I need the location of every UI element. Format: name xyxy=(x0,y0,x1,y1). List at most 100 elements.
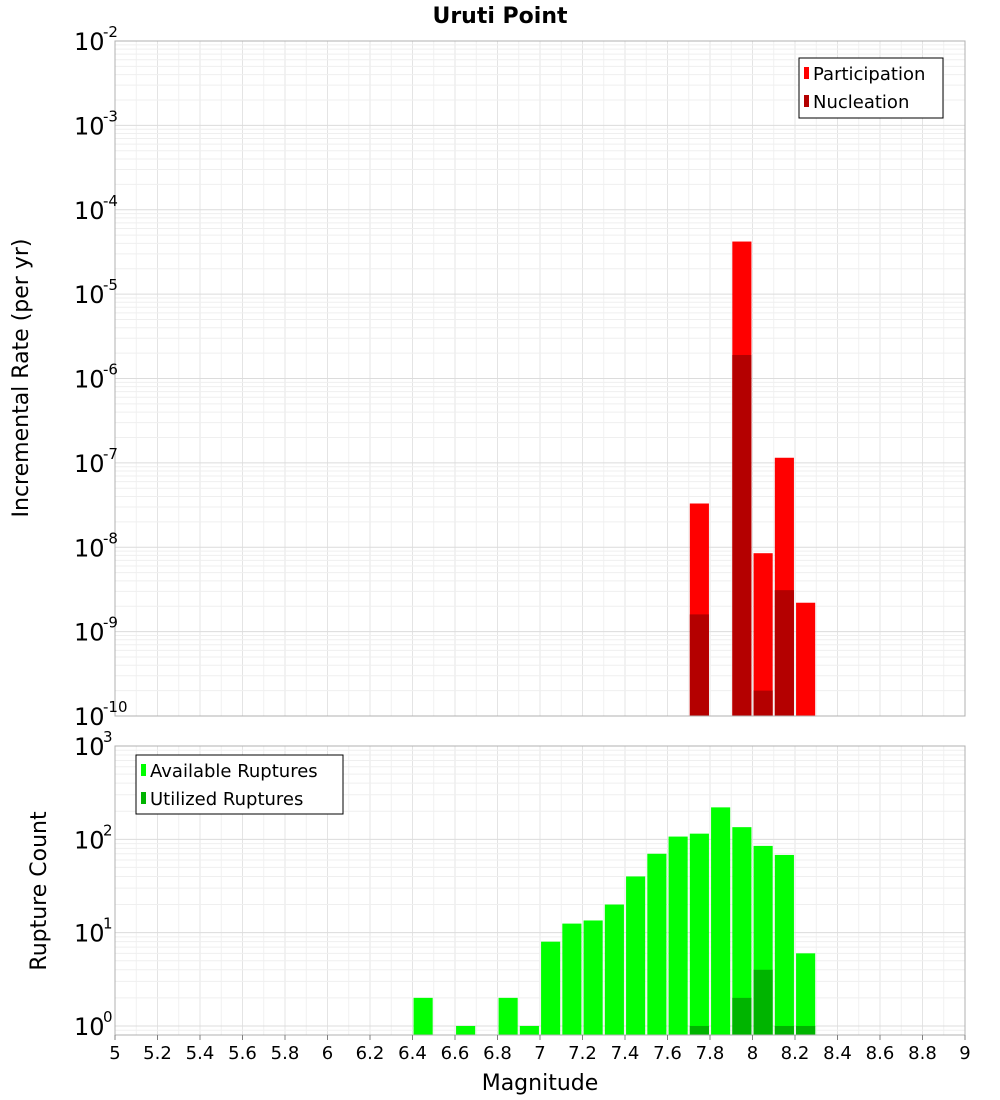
x-tick-label: 5.8 xyxy=(271,1043,300,1064)
bottom-bar-series-0 xyxy=(774,854,794,1035)
top-y-tick-exponent: -10 xyxy=(103,698,128,716)
top-bar-series-1 xyxy=(732,354,752,716)
top-y-tick-label: 10 xyxy=(74,281,105,309)
x-tick-label: 5.4 xyxy=(186,1043,215,1064)
top-legend: Participation Nucleation xyxy=(798,57,944,119)
bottom-bar-series-0 xyxy=(689,833,709,1035)
top-y-tick-label: 10 xyxy=(74,197,105,225)
x-tick-label: 8.2 xyxy=(781,1043,810,1064)
legend-swatch-participation xyxy=(804,67,809,79)
top-bar-series-1 xyxy=(689,614,709,716)
bottom-bar-series-0 xyxy=(541,941,561,1035)
top-y-tick-exponent: -5 xyxy=(103,276,118,294)
top-y-tick-label: 10 xyxy=(74,28,105,56)
x-ticks: 5 5.2 5.4 5.6 5.8 6 6.2 6.4 6.6 6.8 7 7.2 7.4 7.6 7.8 8… xyxy=(109,1035,971,1064)
x-tick-label: 7.8 xyxy=(696,1043,725,1064)
bottom-y-tick-exponent: 2 xyxy=(103,821,113,839)
top-plot-frame xyxy=(114,40,966,717)
x-tick-label: 6 xyxy=(322,1043,333,1064)
x-tick-label: 8 xyxy=(747,1043,758,1064)
legend-swatch-utilized xyxy=(141,792,146,804)
legend-label-utilized: Utilized Ruptures xyxy=(150,789,303,810)
top-bar-series-0 xyxy=(796,602,816,716)
bottom-bar-series-1 xyxy=(732,997,752,1035)
top-y-tick-label: 10 xyxy=(74,619,105,647)
bottom-y-tick-label: 10 xyxy=(74,733,105,761)
x-tick-label: 6.8 xyxy=(483,1043,512,1064)
bottom-y-tick-label: 10 xyxy=(74,920,105,948)
bottom-bar-series-0 xyxy=(647,853,667,1035)
x-tick-label: 8.4 xyxy=(823,1043,852,1064)
bottom-bar-series-1 xyxy=(753,969,773,1035)
x-axis-label: Magnitude xyxy=(482,1071,599,1096)
x-tick-label: 6.4 xyxy=(398,1043,427,1064)
legend-label-available: Available Ruptures xyxy=(150,761,318,782)
legend-label-nucleation: Nucleation xyxy=(813,92,909,113)
x-tick-label: 7.2 xyxy=(568,1043,597,1064)
bottom-bar-series-0 xyxy=(583,920,603,1035)
top-legend-box xyxy=(798,57,944,119)
top-y-tick-label: 10 xyxy=(74,450,105,478)
bottom-legend-box xyxy=(135,754,344,815)
bottom-bar-series-0 xyxy=(796,953,816,1035)
x-tick-label: 8.8 xyxy=(908,1043,937,1064)
top-bar-series-1 xyxy=(774,590,794,716)
top-y-tick-exponent: -9 xyxy=(103,614,118,632)
bottom-bar-series-0 xyxy=(498,997,518,1035)
bottom-legend: Available Ruptures Utilized Ruptures xyxy=(135,754,344,815)
bottom-bar-series-0 xyxy=(626,876,646,1035)
x-tick-label: 5 xyxy=(109,1043,120,1064)
bottom-bar-series-1 xyxy=(774,1025,794,1035)
top-y-tick-exponent: -6 xyxy=(103,361,118,379)
bottom-bar-series-0 xyxy=(562,923,582,1035)
top-y-tick-exponent: -2 xyxy=(103,23,118,41)
bottom-y-tick-exponent: 1 xyxy=(103,915,113,933)
chart-title: Uruti Point xyxy=(432,4,568,29)
bottom-bar-series-0 xyxy=(456,1025,476,1035)
bottom-bar-series-0 xyxy=(668,836,688,1035)
x-tick-label: 5.6 xyxy=(228,1043,257,1064)
bottom-y-tick-label: 10 xyxy=(74,1013,105,1041)
top-y-tick-exponent: -8 xyxy=(103,529,118,547)
x-tick-label: 6.6 xyxy=(441,1043,470,1064)
x-tick-label: 7 xyxy=(534,1043,545,1064)
legend-label-participation: Participation xyxy=(813,64,925,85)
bottom-y-tick-exponent: 3 xyxy=(103,728,113,746)
bottom-bar-series-1 xyxy=(796,1025,816,1035)
top-y-tick-label: 10 xyxy=(74,112,105,140)
x-tick-label: 8.6 xyxy=(866,1043,895,1064)
top-y-tick-exponent: -4 xyxy=(103,192,118,210)
legend-swatch-available xyxy=(141,764,146,776)
bottom-bar-series-0 xyxy=(604,904,624,1035)
top-bar-series-1 xyxy=(753,690,773,716)
top-bars xyxy=(689,241,816,717)
bottom-y-tick-exponent: 0 xyxy=(103,1008,113,1026)
top-y-tick-exponent: -3 xyxy=(103,107,118,125)
bottom-bar-series-1 xyxy=(689,1025,709,1035)
top-grid xyxy=(114,40,966,717)
top-y-axis-label: Incremental Rate (per yr) xyxy=(9,239,34,518)
top-y-tick-label: 10 xyxy=(74,534,105,562)
top-y-tick-label: 10 xyxy=(74,703,105,731)
legend-swatch-nucleation xyxy=(804,95,809,107)
bottom-bars xyxy=(413,807,816,1035)
top-y-tick-exponent: -7 xyxy=(103,445,118,463)
bottom-y-axis-label: Rupture Count xyxy=(27,811,52,971)
bottom-y-tick-label: 10 xyxy=(74,826,105,854)
bottom-bar-series-0 xyxy=(519,1025,539,1035)
bottom-bar-series-0 xyxy=(732,827,752,1035)
bottom-bar-series-0 xyxy=(711,807,731,1035)
x-tick-label: 9 xyxy=(959,1043,970,1064)
x-tick-label: 6.2 xyxy=(356,1043,385,1064)
x-tick-label: 5.2 xyxy=(143,1043,172,1064)
x-tick-label: 7.4 xyxy=(611,1043,640,1064)
top-bar-series-0 xyxy=(753,553,773,716)
bottom-bar-series-0 xyxy=(413,997,433,1035)
top-y-tick-label: 10 xyxy=(74,366,105,394)
x-tick-label: 7.6 xyxy=(653,1043,682,1064)
